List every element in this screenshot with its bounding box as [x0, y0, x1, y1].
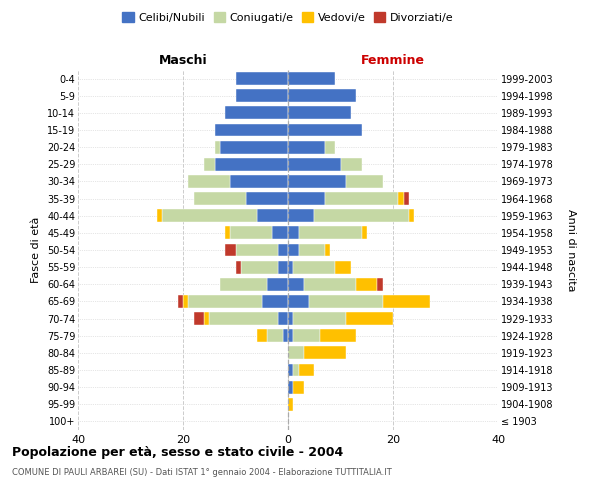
Bar — [288, 278, 304, 290]
Bar — [309, 295, 383, 308]
Y-axis label: Fasce di età: Fasce di età — [31, 217, 41, 283]
Bar — [288, 175, 346, 188]
Bar — [257, 210, 288, 222]
Bar — [246, 192, 288, 205]
Bar — [293, 260, 335, 274]
Bar — [361, 226, 367, 239]
Bar — [288, 398, 293, 410]
Bar — [288, 158, 341, 170]
Bar — [341, 158, 361, 170]
Bar — [277, 260, 288, 274]
Bar — [157, 210, 162, 222]
Bar — [299, 226, 361, 239]
Bar — [288, 364, 293, 376]
Bar — [215, 158, 288, 170]
Text: Maschi: Maschi — [158, 54, 208, 66]
Bar — [314, 210, 409, 222]
Bar — [293, 330, 320, 342]
Bar — [288, 295, 309, 308]
Bar — [241, 260, 277, 274]
Bar — [299, 364, 314, 376]
Text: COMUNE DI PAULI ARBAREI (SU) - Dati ISTAT 1° gennaio 2004 - Elaborazione TUTTITA: COMUNE DI PAULI ARBAREI (SU) - Dati ISTA… — [12, 468, 392, 477]
Bar — [225, 244, 235, 256]
Bar — [178, 295, 183, 308]
Bar — [288, 192, 325, 205]
Bar — [235, 260, 241, 274]
Bar — [356, 278, 377, 290]
Bar — [346, 312, 393, 325]
Bar — [193, 312, 204, 325]
Bar — [267, 278, 288, 290]
Bar — [335, 260, 351, 274]
Bar — [183, 295, 188, 308]
Bar — [325, 244, 330, 256]
Bar — [377, 278, 383, 290]
Bar — [346, 175, 383, 188]
Y-axis label: Anni di nascita: Anni di nascita — [566, 209, 576, 291]
Bar — [288, 260, 293, 274]
Bar — [283, 330, 288, 342]
Bar — [235, 90, 288, 102]
Bar — [288, 140, 325, 153]
Bar — [162, 210, 257, 222]
Bar — [288, 312, 293, 325]
Bar — [262, 295, 288, 308]
Bar — [209, 312, 277, 325]
Bar — [257, 330, 267, 342]
Bar — [304, 278, 356, 290]
Bar — [304, 346, 346, 360]
Bar — [204, 312, 209, 325]
Bar — [235, 244, 277, 256]
Bar — [293, 364, 299, 376]
Bar — [267, 330, 283, 342]
Bar — [293, 312, 346, 325]
Bar — [230, 175, 288, 188]
Bar — [288, 380, 293, 394]
Bar — [204, 158, 215, 170]
Bar — [288, 72, 335, 85]
Bar — [288, 330, 293, 342]
Bar — [193, 192, 246, 205]
Legend: Celibi/Nubili, Coniugati/e, Vedovi/e, Divorziati/e: Celibi/Nubili, Coniugati/e, Vedovi/e, Di… — [118, 8, 458, 28]
Bar — [225, 226, 230, 239]
Bar — [272, 226, 288, 239]
Bar — [235, 72, 288, 85]
Bar — [325, 192, 398, 205]
Bar — [404, 192, 409, 205]
Bar — [288, 210, 314, 222]
Bar — [215, 140, 220, 153]
Bar — [220, 278, 267, 290]
Text: Popolazione per età, sesso e stato civile - 2004: Popolazione per età, sesso e stato civil… — [12, 446, 343, 459]
Bar — [398, 192, 404, 205]
Bar — [409, 210, 414, 222]
Bar — [288, 124, 361, 136]
Bar — [288, 226, 299, 239]
Bar — [288, 106, 351, 120]
Bar — [293, 380, 304, 394]
Bar — [225, 106, 288, 120]
Bar — [320, 330, 356, 342]
Bar — [288, 90, 356, 102]
Bar — [277, 244, 288, 256]
Bar — [288, 244, 299, 256]
Bar — [277, 312, 288, 325]
Bar — [325, 140, 335, 153]
Bar — [383, 295, 430, 308]
Bar — [188, 175, 230, 188]
Bar — [288, 346, 304, 360]
Bar — [299, 244, 325, 256]
Text: Femmine: Femmine — [361, 54, 425, 66]
Bar — [220, 140, 288, 153]
Bar — [230, 226, 272, 239]
Bar — [215, 124, 288, 136]
Bar — [188, 295, 262, 308]
